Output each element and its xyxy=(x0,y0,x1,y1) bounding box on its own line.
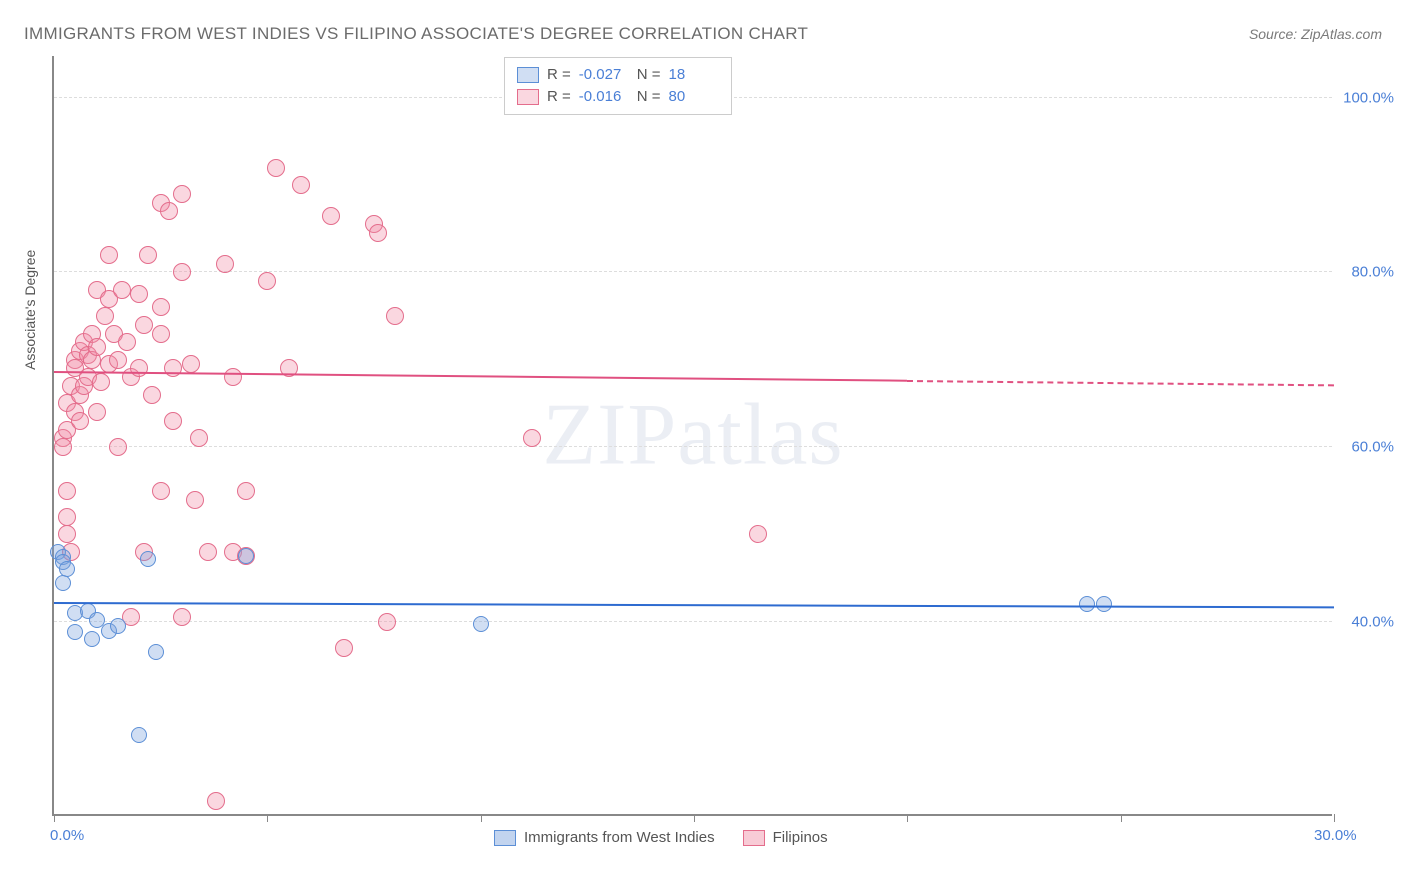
scatter-point xyxy=(173,608,191,626)
scatter-point xyxy=(258,272,276,290)
legend-label: Immigrants from West Indies xyxy=(524,829,715,846)
y-axis-title: Associate's Degree xyxy=(22,250,38,370)
scatter-point xyxy=(322,207,340,225)
legend-swatch-blue xyxy=(517,67,539,83)
scatter-point xyxy=(237,482,255,500)
r-value-1: -0.027 xyxy=(579,64,629,86)
scatter-point xyxy=(216,255,234,273)
scatter-point xyxy=(118,333,136,351)
scatter-point xyxy=(110,618,126,634)
scatter-point xyxy=(186,491,204,509)
legend-row-series-1: R = -0.027 N = 18 xyxy=(517,64,719,86)
scatter-point xyxy=(190,429,208,447)
scatter-point xyxy=(199,543,217,561)
x-tick xyxy=(267,814,268,822)
scatter-point xyxy=(140,551,156,567)
scatter-point xyxy=(71,412,89,430)
legend-swatch-pink xyxy=(517,89,539,105)
y-tick-label: 60.0% xyxy=(1351,439,1394,456)
scatter-point xyxy=(58,525,76,543)
scatter-point xyxy=(88,403,106,421)
x-tick xyxy=(694,814,695,822)
scatter-point xyxy=(58,482,76,500)
legend-swatch-blue xyxy=(494,830,516,846)
scatter-point xyxy=(173,263,191,281)
legend-swatch-pink xyxy=(743,830,765,846)
gridline xyxy=(54,446,1332,447)
n-value-1: 18 xyxy=(669,64,719,86)
scatter-point xyxy=(164,359,182,377)
scatter-point xyxy=(55,575,71,591)
scatter-point xyxy=(1096,596,1112,612)
x-tick xyxy=(907,814,908,822)
scatter-point xyxy=(267,159,285,177)
scatter-point xyxy=(173,185,191,203)
scatter-point xyxy=(182,355,200,373)
scatter-point xyxy=(84,631,100,647)
scatter-point xyxy=(88,338,106,356)
scatter-point xyxy=(130,285,148,303)
y-tick-label: 80.0% xyxy=(1351,264,1394,281)
scatter-point xyxy=(131,727,147,743)
scatter-point xyxy=(473,616,489,632)
scatter-point xyxy=(238,548,254,564)
scatter-point xyxy=(109,351,127,369)
scatter-point xyxy=(378,613,396,631)
watermark: ZIPatlas xyxy=(542,385,843,486)
chart-title: IMMIGRANTS FROM WEST INDIES VS FILIPINO … xyxy=(24,24,808,44)
scatter-point xyxy=(207,792,225,810)
scatter-point xyxy=(96,307,114,325)
scatter-point xyxy=(160,202,178,220)
scatter-point xyxy=(1079,596,1095,612)
scatter-point xyxy=(109,438,127,456)
source-attribution: Source: ZipAtlas.com xyxy=(1249,26,1382,42)
series-legend: Immigrants from West Indies Filipinos xyxy=(494,829,828,846)
x-tick xyxy=(481,814,482,822)
scatter-point xyxy=(749,525,767,543)
x-tick xyxy=(54,814,55,822)
scatter-point xyxy=(386,307,404,325)
scatter-point xyxy=(143,386,161,404)
x-tick xyxy=(1334,814,1335,822)
correlation-legend: R = -0.027 N = 18 R = -0.016 N = 80 xyxy=(504,57,732,115)
scatter-point xyxy=(54,438,72,456)
x-tick xyxy=(1121,814,1122,822)
trend-line xyxy=(54,371,907,382)
header: IMMIGRANTS FROM WEST INDIES VS FILIPINO … xyxy=(24,24,1382,44)
scatter-point xyxy=(58,508,76,526)
y-tick-label: 40.0% xyxy=(1351,613,1394,630)
scatter-point xyxy=(113,281,131,299)
scatter-point xyxy=(92,373,110,391)
n-value-2: 80 xyxy=(669,86,719,108)
scatter-point xyxy=(164,412,182,430)
gridline xyxy=(54,271,1332,272)
legend-label: Filipinos xyxy=(773,829,828,846)
scatter-point xyxy=(139,246,157,264)
scatter-point xyxy=(152,298,170,316)
scatter-plot-area: ZIPatlas R = -0.027 N = 18 R = -0.016 N … xyxy=(52,56,1332,816)
scatter-point xyxy=(152,482,170,500)
legend-item-west-indies: Immigrants from West Indies xyxy=(494,829,715,846)
x-tick-label: 30.0% xyxy=(1314,827,1357,844)
legend-item-filipinos: Filipinos xyxy=(743,829,828,846)
scatter-point xyxy=(67,624,83,640)
scatter-point xyxy=(335,639,353,657)
scatter-point xyxy=(130,359,148,377)
scatter-point xyxy=(369,224,387,242)
trend-line-dashed xyxy=(907,380,1334,386)
scatter-point xyxy=(523,429,541,447)
scatter-point xyxy=(148,644,164,660)
scatter-point xyxy=(224,368,242,386)
scatter-point xyxy=(152,325,170,343)
scatter-point xyxy=(135,316,153,334)
r-value-2: -0.016 xyxy=(579,86,629,108)
trend-line xyxy=(54,602,1334,608)
scatter-point xyxy=(292,176,310,194)
x-tick-label: 0.0% xyxy=(50,827,84,844)
scatter-point xyxy=(100,246,118,264)
gridline xyxy=(54,621,1332,622)
y-tick-label: 100.0% xyxy=(1343,89,1394,106)
legend-row-series-2: R = -0.016 N = 80 xyxy=(517,86,719,108)
